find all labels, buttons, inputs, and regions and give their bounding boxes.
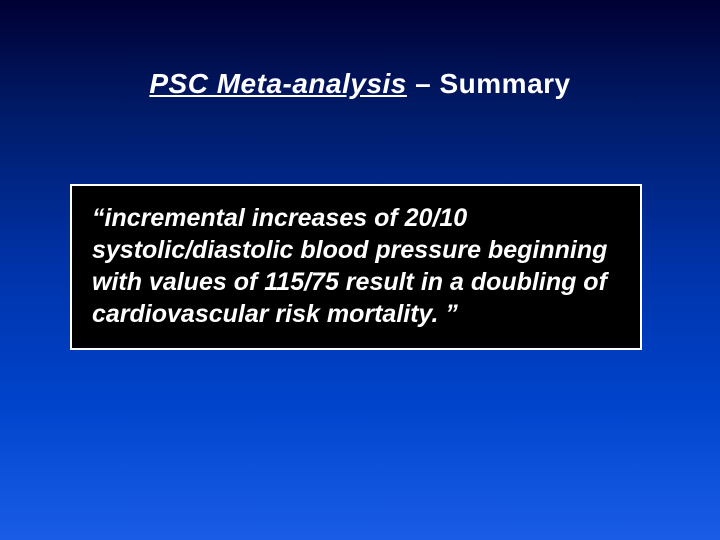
title-plain: – Summary [407,68,571,99]
title-underlined: PSC Meta-analysis [149,68,407,99]
slide-title: PSC Meta-analysis – Summary [0,68,720,100]
slide: PSC Meta-analysis – Summary “incremental… [0,0,720,540]
callout-text: “incremental increases of 20/10 systolic… [92,202,620,330]
callout-box: “incremental increases of 20/10 systolic… [70,184,642,350]
